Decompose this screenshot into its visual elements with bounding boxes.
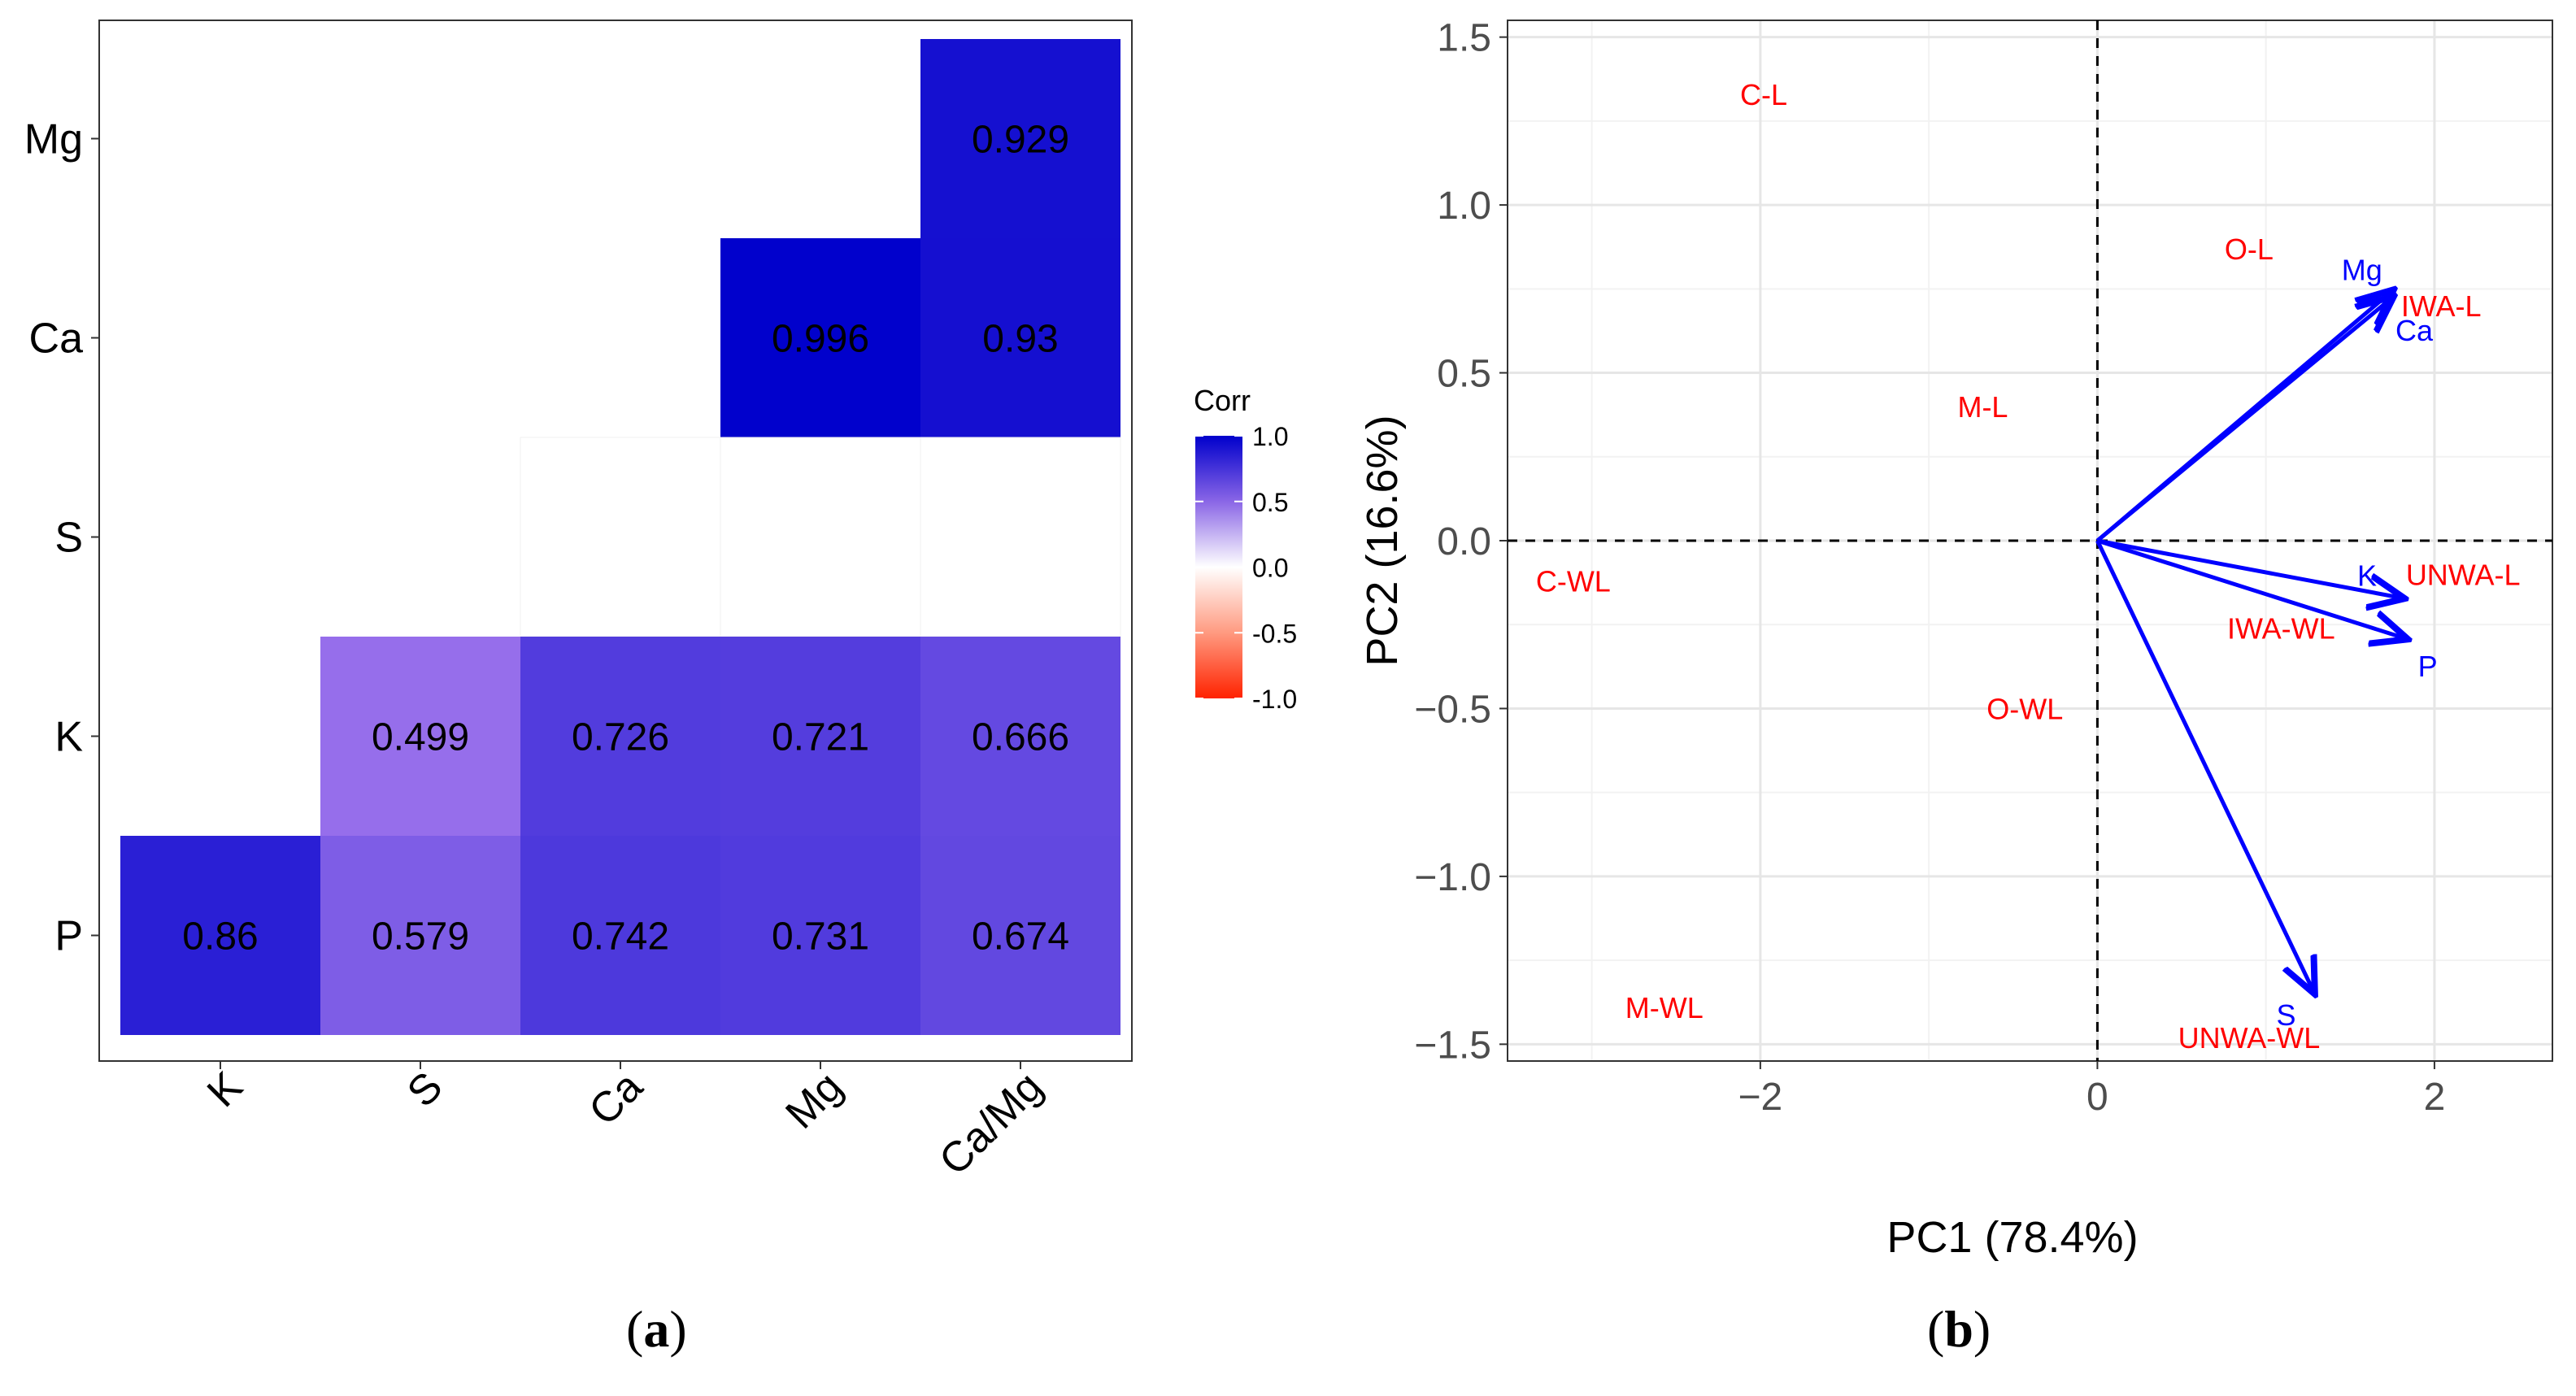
y-tick-label: 0.0 (1437, 520, 1491, 563)
heatmap-cell-p-k (120, 836, 320, 1035)
sample-labels: C-L O-L IWA-L M-L C-WL UNWA-L IWA-WL O-WL M-WL UN… (1536, 78, 2521, 1055)
loading-arrow-p (2096, 538, 2404, 638)
pca-biplot: −2 0 2 1.5 1.0 0.5 0.0 −0.5 −1.0 −1.5 Mg Ca K P S C-… (1358, 17, 2553, 1262)
x-tick-label: Ca/Mg (930, 1063, 1051, 1184)
heatmap-y-axis: P K S Ca Mg (24, 116, 99, 960)
y-tick-label: Ca (29, 315, 84, 363)
x-tick-label: Ca (580, 1063, 651, 1134)
x-tick-label: −2 (1738, 1076, 1783, 1119)
heatmap-value-label: 0.721 (772, 716, 869, 759)
loading-label: K (2357, 559, 2377, 592)
panel-label-a: (a) (626, 1300, 687, 1358)
y-tick-label: S (54, 515, 83, 562)
sample-label: M-L (1957, 390, 2008, 424)
heatmap-value-label: 0.674 (972, 915, 1069, 959)
x-axis-title: PC1 (78.4%) (1886, 1213, 2138, 1262)
legend-title: Corr (1194, 384, 1251, 417)
heatmap-x-axis: K S Ca Mg Ca/Mg (198, 1061, 1051, 1185)
y-tick-label: P (54, 913, 83, 960)
heatmap-plot-border (98, 20, 1133, 1062)
heatmap-value-label: 0.996 (772, 318, 869, 361)
heatmap-value-label: 0.742 (572, 915, 669, 959)
sample-label: UNWA-WL (2178, 1021, 2321, 1055)
x-tick-label: K (198, 1063, 252, 1116)
loading-arrow-ca (2095, 299, 2391, 542)
heatmap-value-label: 0.499 (372, 716, 469, 759)
x-tick-label: 2 (2424, 1076, 2446, 1119)
heatmap-cell-p-mg (720, 836, 920, 1035)
heatmap-cell-p-ca (520, 836, 720, 1035)
sample-label: UNWA-L (2406, 558, 2521, 591)
heatmap-cells (120, 39, 1121, 1035)
loading-arrow-s (2095, 539, 2313, 990)
heatmap-cell-k-mg (720, 637, 920, 836)
y-tick-label: −1.5 (1414, 1024, 1491, 1067)
y-tick-label: Mg (24, 116, 83, 163)
corr-legend: Corr 1.0 0.5 0.0 -0.5 -1.0 (1194, 384, 1297, 714)
x-tick-label: Mg (777, 1063, 851, 1137)
correlation-heatmap: 0.929 0.996 0.93 0.499 0.726 0.721 0.666 0.86 0.… (24, 20, 1133, 1185)
heatmap-cell-p-ca-mg (920, 836, 1120, 1035)
loading-label: Mg (2342, 254, 2382, 287)
heatmap-value-label: 0.86 (182, 915, 258, 959)
biplot-x-axis: −2 0 2 (1738, 1061, 2446, 1119)
loading-arrow-k (2096, 538, 2400, 598)
heatmap-cell-s-ca (520, 437, 721, 637)
heatmap-value-label: 0.579 (372, 915, 469, 959)
loading-label: P (2418, 650, 2438, 683)
legend-tick-label: 1.0 (1252, 422, 1288, 451)
y-tick-label: 1.5 (1437, 17, 1491, 60)
y-tick-label: 1.0 (1437, 185, 1491, 228)
heatmap-value-label: 0.93 (982, 318, 1058, 361)
loading-label: Ca (2395, 314, 2434, 347)
heatmap-cell-p-s (320, 836, 520, 1035)
y-tick-label: −1.0 (1414, 856, 1491, 899)
loading-label: S (2277, 998, 2296, 1032)
legend-ticks: 1.0 0.5 0.0 -0.5 -1.0 (1195, 422, 1297, 714)
heatmap-cell-mg-ca-mg (920, 39, 1120, 238)
y-tick-label: K (54, 714, 83, 761)
legend-tick-label: 0.0 (1252, 554, 1288, 583)
legend-tick-label: -0.5 (1252, 619, 1297, 648)
heatmap-cell-k-ca (520, 637, 720, 836)
heatmap-cell-s-ca-mg (920, 437, 1121, 637)
heatmap-cell-s-mg (720, 437, 921, 637)
panel-label-b: (b) (1927, 1300, 1991, 1358)
heatmap-cell-ca-mg (720, 238, 920, 437)
x-tick-label: S (398, 1063, 452, 1116)
sample-label: C-L (1740, 78, 1787, 111)
heatmap-cell-k-ca-mg (920, 637, 1120, 836)
heatmap-value-label: 0.726 (572, 716, 669, 759)
sample-label: C-WL (1536, 565, 1611, 598)
biplot-y-axis: 1.5 1.0 0.5 0.0 −0.5 −1.0 −1.5 (1414, 17, 1508, 1067)
heatmap-cell-ca-ca-mg (920, 238, 1120, 437)
heatmap-value-label: 0.666 (972, 716, 1069, 759)
y-axis-title: PC2 (16.6%) (1358, 415, 1407, 666)
sample-label: IWA-WL (2227, 611, 2335, 645)
heatmap-cell-labels: 0.929 0.996 0.93 0.499 0.726 0.721 0.666 0.86 0.… (182, 119, 1069, 959)
sample-label: O-WL (1986, 692, 2063, 725)
heatmap-value-label: 0.731 (772, 915, 869, 959)
sample-label: O-L (2225, 233, 2274, 266)
heatmap-value-label: 0.929 (972, 119, 1069, 162)
loading-arrows: Mg Ca K P S (2095, 254, 2438, 1032)
x-tick-label: 0 (2086, 1076, 2108, 1119)
sample-label: IWA-L (2401, 289, 2482, 323)
sample-label: M-WL (1625, 991, 1704, 1024)
y-tick-label: −0.5 (1414, 688, 1491, 731)
panel-label-b-text: b (1944, 1300, 1973, 1358)
y-tick-label: 0.5 (1437, 353, 1491, 396)
panel-label-a-text: a (643, 1300, 670, 1358)
heatmap-cell-k-s (320, 637, 520, 836)
legend-tick-label: 0.5 (1252, 488, 1288, 517)
biplot-grid (1508, 20, 2552, 1061)
legend-tick-label: -1.0 (1252, 685, 1297, 714)
